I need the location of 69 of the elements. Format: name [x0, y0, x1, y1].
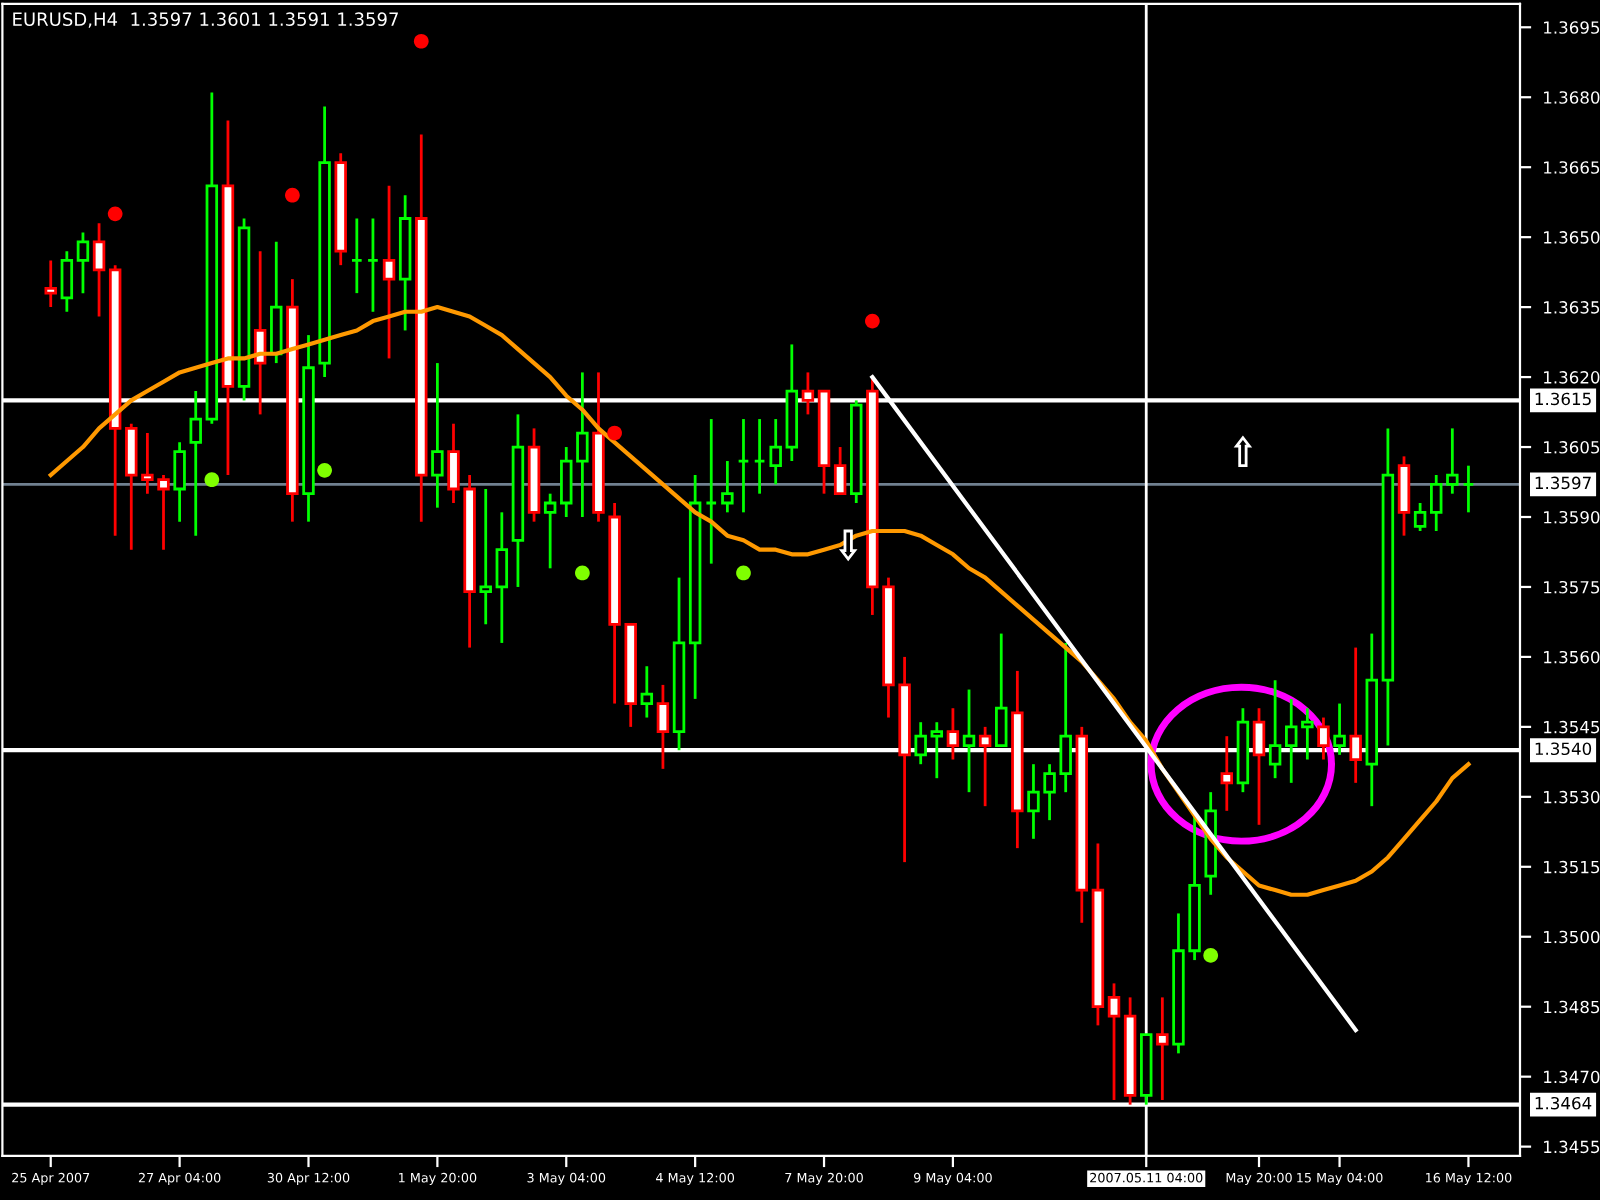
y-tick-label: 1.3470 [1544, 1070, 1600, 1084]
candlestick [962, 688, 976, 794]
y-tick-label: 1.3605 [1544, 441, 1600, 454]
chart-title: EURUSD,H4 1.3597 1.3601 1.3591 1.3597 [13, 12, 398, 28]
candlestick [173, 440, 186, 524]
candlestick [1397, 454, 1411, 538]
y-tick-label: 1.3485 [1544, 1000, 1600, 1014]
candlestick [721, 459, 734, 514]
candlestick [1268, 678, 1282, 780]
candlestick [495, 510, 509, 645]
candlestick [44, 259, 57, 309]
y-tick-label: 1.3530 [1544, 790, 1600, 804]
point [413, 33, 429, 49]
y-tick-label: 1.3635 [1544, 301, 1600, 314]
y-tick-label: 1.3515 [1544, 860, 1600, 874]
candlestick [705, 417, 718, 566]
candlestick [576, 371, 589, 519]
y-tick-label: 1.3650 [1544, 231, 1600, 244]
candlestick [1301, 706, 1314, 761]
candlestick [543, 492, 557, 570]
point [107, 206, 123, 222]
candlestick [431, 361, 444, 510]
y-tick-label: 1.3620 [1544, 371, 1600, 384]
candlestick [640, 664, 654, 719]
ref-line-label: 1.3464 [1535, 1096, 1592, 1110]
candlestick [737, 417, 750, 514]
y-tick-label: 1.3695 [1544, 21, 1600, 34]
ref-line-label: 1.3540 [1535, 742, 1592, 756]
candlestick [382, 184, 396, 360]
candlestick [350, 217, 364, 295]
candlestick [366, 217, 380, 314]
line-series [48, 305, 1471, 897]
candlestick [189, 389, 202, 538]
y-tick-label: 1.3680 [1544, 91, 1600, 104]
point [204, 472, 220, 488]
y-tick-label: 1.3455 [1544, 1140, 1600, 1154]
ref-line-label: 1.3597 [1535, 476, 1591, 490]
candlestick [833, 445, 847, 496]
point [607, 425, 622, 441]
candlestick [769, 417, 782, 486]
point [575, 565, 590, 581]
candlestick [92, 221, 106, 318]
point [317, 463, 332, 478]
candlestick [60, 249, 74, 314]
point [865, 313, 880, 329]
candlestick [995, 632, 1008, 747]
candlestick [560, 445, 573, 519]
candlestick [1333, 702, 1346, 757]
y-tick-label: 1.3665 [1544, 161, 1600, 174]
y-tick-label: 1.3500 [1544, 930, 1600, 944]
y-tick-label: 1.3545 [1544, 720, 1600, 734]
candlestick [270, 240, 283, 365]
candlestick [1413, 501, 1427, 533]
point [285, 187, 300, 203]
candlestick [1430, 473, 1443, 533]
y-tick-label: 1.3560 [1544, 650, 1600, 664]
y-tick-label: 1.3575 [1544, 580, 1600, 594]
ref-line-label: 1.3615 [1535, 392, 1591, 406]
candlestick [1285, 697, 1298, 785]
candlestick [1446, 426, 1459, 496]
candlestick [930, 720, 944, 780]
candlestick [1462, 464, 1475, 514]
candlestick [479, 487, 492, 626]
point [1203, 948, 1219, 963]
y-tick-label: 1.3590 [1544, 510, 1600, 524]
candlestick [76, 231, 90, 295]
candlestick [914, 720, 927, 766]
candlestick [753, 417, 766, 496]
point [736, 565, 751, 581]
